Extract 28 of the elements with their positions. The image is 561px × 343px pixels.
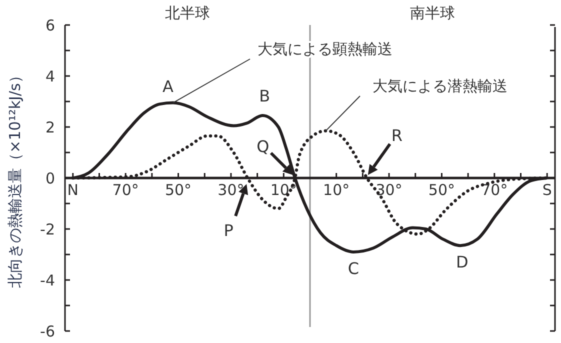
annotation: P: [224, 221, 234, 240]
text: 南半球: [410, 4, 455, 22]
y-tick-label: -6: [40, 322, 55, 340]
x-tick-label: 10°: [270, 181, 297, 199]
text: 大気による顕熱輸送: [258, 40, 392, 58]
annotation: Q: [256, 137, 270, 156]
annotation: D: [456, 252, 468, 272]
annotation: A: [162, 76, 174, 96]
y-tick-label: 0: [45, 169, 55, 188]
y-tick-label: 6: [45, 16, 55, 34]
x-tick-label: 50°: [428, 181, 456, 199]
x-tick-label: 30°: [218, 181, 244, 199]
annotation: C: [348, 258, 360, 278]
text: 北半球: [165, 4, 210, 22]
x-tick-label: N: [67, 181, 79, 199]
text: 大気による潜熱輸送: [372, 77, 508, 95]
y-axis-title: 北向きの熱輸送量（×10¹²kJ/s）: [6, 68, 24, 288]
y-tick-label: -4: [40, 271, 55, 290]
x-tick-label: 10°: [323, 181, 350, 199]
y-tick-label: -2: [40, 220, 55, 238]
x-tick-label: 30°: [376, 181, 402, 199]
y-tick-label: 2: [45, 118, 55, 136]
annotation: R: [391, 126, 402, 145]
annotation: B: [259, 86, 270, 106]
x-tick-label: 70°: [112, 181, 139, 199]
x-tick-label: S: [542, 181, 552, 199]
y-tick-label: 4: [45, 67, 55, 86]
x-tick-label: 50°: [164, 181, 192, 199]
